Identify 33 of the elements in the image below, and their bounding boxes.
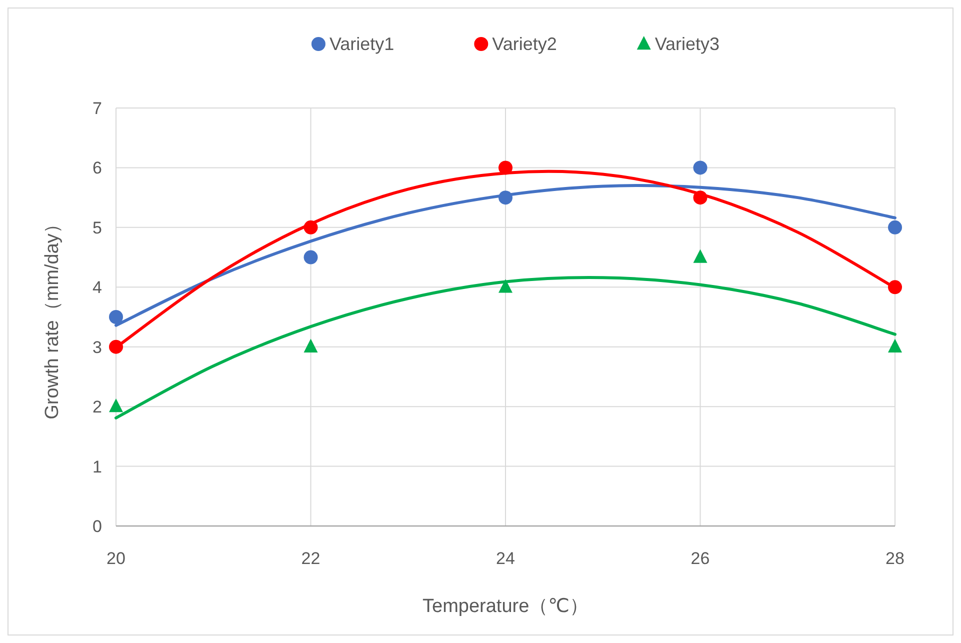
point — [109, 340, 123, 354]
legend-label: Variety1 — [329, 34, 394, 54]
point — [888, 338, 902, 352]
point — [109, 310, 123, 324]
point — [693, 160, 708, 175]
y-tick-label: 3 — [92, 338, 102, 357]
y-tick-label: 1 — [92, 457, 102, 476]
y-tick-label: 6 — [92, 158, 102, 178]
point — [888, 220, 902, 234]
y-axis-title: Growth rate（mm/day） — [42, 214, 63, 420]
x-tick-label: 26 — [690, 549, 710, 568]
x-tick-label: 22 — [301, 549, 320, 568]
point — [304, 338, 318, 352]
y-tick-label: 7 — [92, 99, 102, 118]
point — [498, 279, 512, 293]
point — [693, 249, 708, 263]
point — [304, 220, 318, 234]
legend-label: Variety2 — [492, 34, 557, 54]
point — [498, 160, 512, 175]
x-tick-label: 28 — [886, 549, 904, 568]
x-axis-title: Temperature（℃） — [422, 596, 588, 617]
point — [693, 190, 708, 205]
legend-label: Variety3 — [654, 34, 720, 54]
point — [888, 280, 902, 294]
x-tick-label: 24 — [496, 549, 515, 568]
point — [304, 250, 318, 264]
y-tick-label: 2 — [92, 398, 102, 417]
point — [498, 190, 512, 205]
y-tick-label: 5 — [92, 218, 102, 238]
y-tick-label: 0 — [92, 517, 102, 536]
y-tick-label: 4 — [92, 278, 102, 298]
point — [109, 398, 123, 412]
x-tick-label: 20 — [106, 549, 126, 568]
